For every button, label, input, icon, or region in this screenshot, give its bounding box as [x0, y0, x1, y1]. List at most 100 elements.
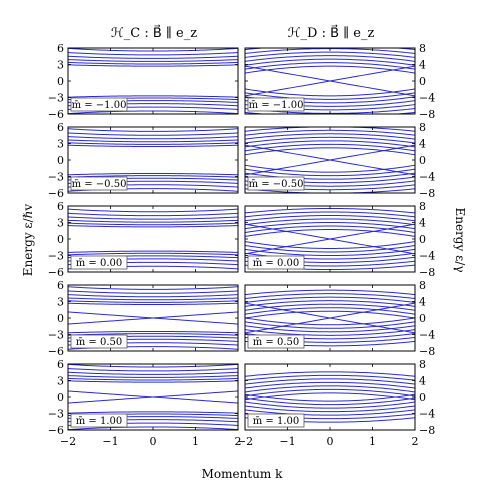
- y-tick-label: 0: [57, 391, 64, 404]
- x-tick-label: 0: [327, 435, 334, 448]
- energy-band-7: [245, 329, 415, 336]
- y-tick-label: 0: [419, 154, 426, 167]
- x-tick-label: 1: [192, 435, 199, 448]
- x-tick-label: −1: [102, 435, 118, 448]
- y-tick-label: −4: [419, 329, 435, 342]
- band-lines: [245, 127, 415, 193]
- energy-band-10: [245, 129, 415, 136]
- energy-band-6: [68, 371, 238, 375]
- energy-band-4: [68, 59, 238, 62]
- y-tick-label: 3: [57, 375, 64, 388]
- band-lines: [68, 286, 238, 350]
- mass-label: m̄ = 1.00: [76, 416, 122, 427]
- mass-label-box: [70, 176, 128, 191]
- energy-band-10: [68, 208, 238, 213]
- energy-band-3: [245, 92, 415, 100]
- energy-band-4: [68, 297, 238, 301]
- energy-band-1: [245, 164, 415, 173]
- energy-band-4: [245, 221, 415, 230]
- y-tick-label: 0: [57, 312, 64, 325]
- energy-band-2: [68, 300, 238, 303]
- mass-label-box: [70, 413, 128, 428]
- energy-band-4: [68, 375, 238, 378]
- energy-band-0: [245, 229, 415, 237]
- mass-label: m̄ = −1.00: [249, 100, 304, 111]
- energy-band-0: [245, 65, 415, 74]
- y-tick-label: 8: [419, 42, 426, 55]
- energy-band-8: [68, 52, 238, 56]
- mass-label-box: [247, 97, 305, 112]
- y-tick-label: 0: [419, 312, 426, 325]
- energy-band-10: [68, 48, 238, 52]
- energy-band-1: [245, 88, 415, 97]
- energy-band-3: [245, 168, 415, 177]
- panel-H_D-3: 8 4 0 −4 −8 m̄ = 0.50: [244, 279, 435, 358]
- energy-band-13: [68, 311, 238, 325]
- y-tick-label: 3: [57, 296, 64, 309]
- energy-band-10: [245, 293, 415, 300]
- energy-band-1: [68, 250, 238, 253]
- y-tick-label: 0: [57, 233, 64, 246]
- left-y-axis-title: Energy ε/ℏv: [21, 204, 35, 277]
- y-tick-label: 4: [419, 375, 426, 388]
- energy-band-13: [245, 188, 415, 193]
- y-tick-label: −8: [419, 108, 435, 121]
- energy-band-1: [68, 411, 238, 414]
- energy-band-1: [68, 330, 238, 334]
- energy-band-4: [245, 385, 415, 393]
- y-tick-label: −8: [419, 424, 435, 437]
- panel-H_D-4: 8 4 0 −4 −8 −2 −1 0 1 2 m̄ = 1.00: [237, 358, 435, 448]
- energy-band-2: [68, 61, 238, 65]
- energy-band-2: [245, 307, 415, 315]
- energy-band-8: [245, 51, 415, 58]
- panel-H_C-3: 6 3 0 −3 −6 m̄ = 0.50: [48, 279, 239, 358]
- energy-band-8: [68, 368, 238, 372]
- mass-label-box: [247, 413, 305, 428]
- mass-label-box: [70, 334, 128, 349]
- energy-band-6: [245, 381, 415, 389]
- y-tick-label: −3: [48, 408, 64, 421]
- energy-band-8: [245, 296, 415, 303]
- energy-band-1: [245, 317, 415, 326]
- panel-H_C-2: 6 3 0 −3 −6 m̄ = 0.00: [48, 200, 239, 279]
- energy-band-6: [68, 55, 238, 59]
- x-tick-label: 2: [412, 435, 419, 448]
- y-tick-label: 6: [57, 358, 64, 371]
- energy-band-4: [245, 58, 415, 66]
- y-tick-label: 3: [57, 138, 64, 151]
- energy-band-3: [68, 175, 238, 178]
- energy-band-2: [68, 142, 238, 145]
- panel-H_C-4: 6 3 0 −3 −6−2 −1 0 1 2 m̄ = 1.00: [48, 358, 242, 448]
- y-tick-label: −3: [48, 250, 64, 263]
- energy-band-6: [68, 294, 238, 298]
- energy-band-8: [245, 378, 415, 385]
- energy-band-5: [245, 325, 415, 333]
- energy-band-4: [245, 140, 415, 148]
- y-tick-label: −8: [419, 345, 435, 358]
- energy-band-0: [245, 392, 415, 401]
- energy-band-2: [245, 143, 415, 152]
- energy-band-2: [245, 62, 415, 70]
- energy-band-10: [68, 364, 238, 368]
- y-tick-label: 0: [419, 75, 426, 88]
- energy-band-0: [68, 225, 238, 228]
- y-tick-label: 8: [419, 200, 426, 213]
- energy-band-8: [245, 214, 415, 222]
- energy-band-12: [245, 371, 415, 377]
- energy-band-10: [245, 211, 415, 218]
- right-y-axis-title: Energy ε/γ: [453, 207, 467, 272]
- y-tick-label: 6: [57, 121, 64, 134]
- band-lines: [245, 371, 415, 423]
- y-tick-label: 8: [419, 279, 426, 292]
- energy-band-6: [245, 136, 415, 144]
- band-lines: [245, 289, 415, 347]
- y-tick-label: 8: [419, 121, 426, 134]
- y-tick-label: 6: [57, 279, 64, 292]
- energy-band-8: [245, 133, 415, 140]
- x-tick-label: 2: [235, 435, 242, 448]
- x-tick-label: −2: [237, 435, 253, 448]
- mass-label: m̄ = 0.00: [253, 258, 299, 269]
- energy-band-15: [245, 144, 415, 176]
- energy-band-5: [245, 248, 415, 257]
- y-tick-label: 4: [419, 59, 426, 72]
